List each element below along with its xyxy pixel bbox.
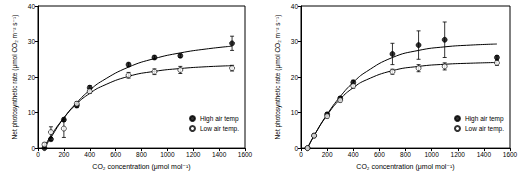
svg-text:1400: 1400: [477, 151, 492, 158]
svg-text:20: 20: [291, 74, 299, 81]
svg-text:600: 600: [374, 151, 385, 158]
svg-text:200: 200: [322, 151, 333, 158]
svg-text:600: 600: [110, 151, 121, 158]
svg-text:30: 30: [28, 38, 36, 45]
svg-text:0: 0: [36, 151, 40, 158]
svg-text:High air temp: High air temp: [200, 115, 239, 123]
svg-text:CO₂ concentration (μmol mol⁻¹): CO₂ concentration (μmol mol⁻¹): [356, 163, 454, 171]
svg-text:10: 10: [291, 109, 299, 116]
svg-text:400: 400: [348, 151, 359, 158]
svg-text:10: 10: [28, 109, 36, 116]
svg-text:40: 40: [291, 3, 299, 10]
svg-text:1200: 1200: [451, 151, 466, 158]
svg-text:40: 40: [28, 3, 36, 10]
svg-text:30: 30: [291, 38, 299, 45]
svg-text:1000: 1000: [160, 151, 175, 158]
svg-text:CO₂ concentration (μmol mol⁻¹): CO₂ concentration (μmol mol⁻¹): [92, 163, 190, 171]
svg-text:High air temp: High air temp: [465, 115, 504, 123]
svg-text:200: 200: [58, 151, 69, 158]
svg-text:400: 400: [84, 151, 95, 158]
svg-text:1600: 1600: [503, 151, 518, 158]
svg-text:Low air temp.: Low air temp.: [200, 125, 239, 133]
svg-text:0: 0: [299, 151, 303, 158]
svg-text:1600: 1600: [238, 151, 253, 158]
svg-text:Net photosynthetic rate (μmol: Net photosynthetic rate (μmol CO₂ m⁻² s⁻…: [11, 15, 19, 140]
svg-text:0: 0: [31, 145, 35, 152]
svg-text:800: 800: [136, 151, 147, 158]
svg-text:0: 0: [294, 145, 298, 152]
svg-text:800: 800: [400, 151, 411, 158]
svg-text:1000: 1000: [424, 151, 439, 158]
svg-text:1200: 1200: [186, 151, 201, 158]
svg-text:20: 20: [28, 74, 36, 81]
svg-text:Low air temp.: Low air temp.: [465, 125, 504, 133]
svg-text:1400: 1400: [212, 151, 227, 158]
svg-text:Net photosynthetic rate (μmol: Net photosynthetic rate (μmol CO₂ m⁻² s⁻…: [274, 15, 282, 140]
